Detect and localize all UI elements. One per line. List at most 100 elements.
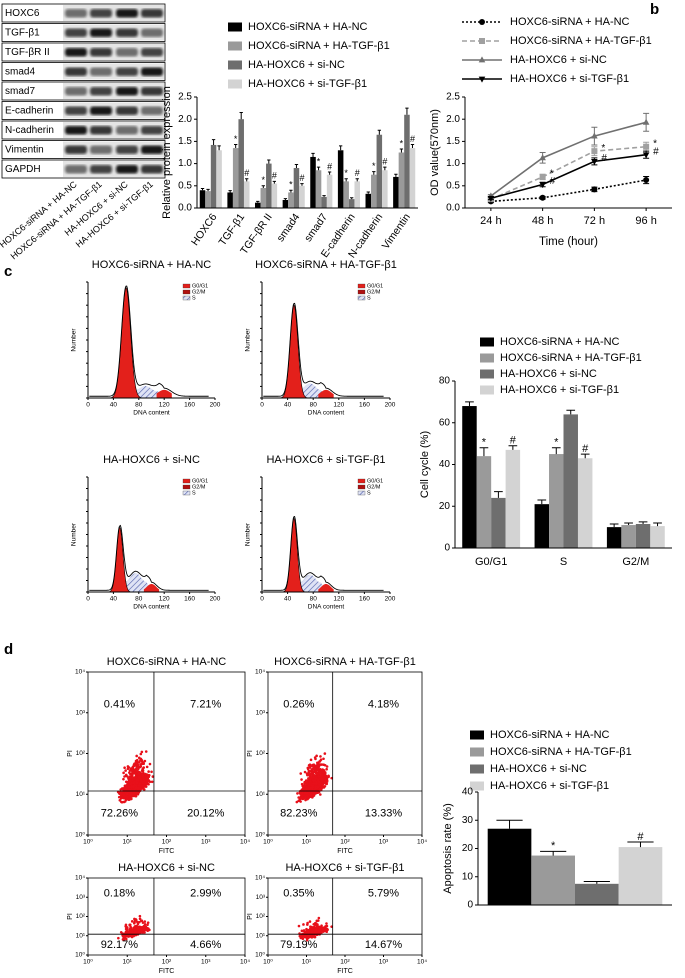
x-tick-label: 10³ [379, 839, 389, 846]
quadrant-label: 13.33% [365, 808, 403, 820]
event [140, 750, 144, 754]
blot-band [65, 87, 87, 96]
event [304, 931, 308, 935]
blot-band [141, 48, 163, 57]
error-bar [366, 191, 370, 194]
legend-label: HOXC6-siRNA + HA-TGF-β1 [510, 35, 652, 47]
bar [326, 174, 333, 208]
legend-swatch [228, 79, 242, 89]
blot-band [90, 28, 112, 37]
quadrant-label: 14.67% [365, 939, 403, 951]
bar [199, 190, 206, 208]
legend-swatch [470, 747, 484, 757]
event [126, 765, 130, 768]
event [309, 791, 313, 795]
blot-band [116, 87, 138, 96]
error-bar [609, 523, 619, 528]
phase-g1 [106, 527, 133, 593]
event [124, 923, 128, 927]
event [330, 925, 333, 928]
error-bar [465, 401, 474, 407]
legend-swatch [470, 764, 484, 774]
y-tick-label: 10⁴ [255, 669, 265, 676]
point [643, 143, 650, 150]
y-tick-label: 10² [76, 913, 86, 920]
title: HA-HOXC6 + si-TGF-β1 [285, 862, 404, 874]
event [314, 770, 317, 773]
event [321, 782, 325, 786]
significance-marker: * [234, 134, 238, 144]
event [310, 936, 314, 939]
significance-marker: * [289, 180, 293, 190]
blot-band [116, 28, 138, 37]
bar [487, 828, 532, 905]
event [151, 775, 155, 778]
event [323, 763, 327, 767]
event [303, 770, 307, 774]
significance-marker: * [551, 840, 556, 852]
event [128, 928, 131, 931]
event [119, 788, 123, 791]
x-tick-label: 10² [162, 959, 172, 966]
x-tick-label: G2/M [622, 556, 649, 568]
error-bar [245, 178, 249, 182]
event [150, 780, 154, 784]
legend-label: G2/M [192, 289, 206, 295]
event [120, 793, 124, 796]
blot-row-label: TGF-βR II [5, 47, 50, 58]
legend-swatch [182, 478, 191, 484]
event [132, 781, 135, 785]
y-tick-label: 10² [256, 750, 266, 757]
bar [310, 156, 316, 208]
legend-label: G0/G1 [192, 283, 208, 289]
event [311, 786, 314, 789]
event [312, 926, 315, 929]
event [124, 769, 127, 772]
error-bar [537, 499, 547, 505]
x-tick-label: 160 [359, 402, 370, 409]
event [123, 935, 126, 938]
legend-swatch [228, 60, 242, 70]
point [591, 132, 598, 139]
point [539, 154, 546, 161]
event [324, 928, 328, 931]
legend-swatch [480, 385, 494, 395]
event [135, 754, 138, 758]
event [128, 775, 132, 778]
phase-s [119, 573, 152, 592]
bar [293, 168, 300, 208]
event [322, 757, 325, 761]
x-tick-label: 160 [184, 402, 195, 409]
event [301, 936, 304, 940]
event [302, 785, 305, 788]
y-tick-label: 2.5 [178, 92, 192, 103]
event [316, 761, 319, 765]
bar [575, 883, 619, 905]
blot-band [141, 165, 163, 174]
y-tick-label: 10³ [76, 709, 86, 716]
blot-band [116, 67, 138, 76]
x-tick-label: 10¹ [302, 839, 312, 846]
event [142, 761, 145, 765]
error-bar [316, 166, 321, 171]
y-tick-label: 60 [439, 417, 451, 428]
error-bar [638, 521, 648, 524]
legend-symbol [479, 38, 485, 44]
y-tick-label: 10¹ [76, 791, 86, 798]
y-tick-label: 10⁰ [75, 952, 85, 959]
bar [393, 176, 399, 208]
event [143, 922, 147, 926]
legend-label: HA-HOXC6 + si-NC [500, 368, 597, 380]
event [142, 777, 145, 780]
bar [288, 192, 294, 208]
quadrant-label: 20.12% [187, 808, 225, 820]
x-tick-label: 40 [110, 596, 118, 603]
event [124, 790, 128, 793]
plot-frame [87, 671, 246, 836]
significance-marker: # [355, 168, 360, 178]
blot-strip [63, 102, 164, 119]
event [128, 794, 132, 798]
bar [243, 181, 250, 208]
quadrant-label: 0.41% [104, 699, 135, 711]
significance-marker: # [637, 831, 644, 843]
